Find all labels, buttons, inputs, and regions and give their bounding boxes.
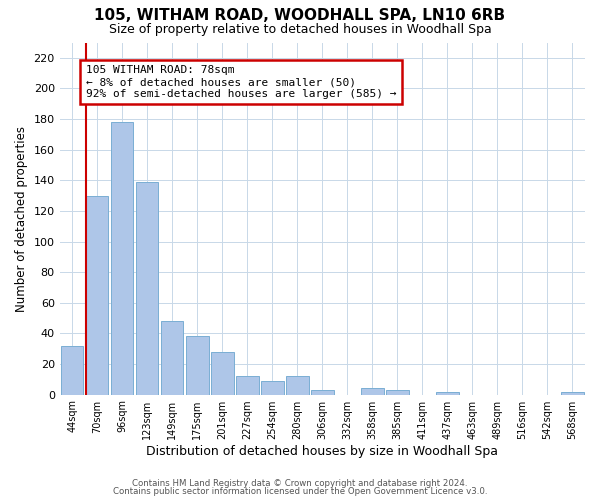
Bar	[311, 390, 334, 394]
Text: 105, WITHAM ROAD, WOODHALL SPA, LN10 6RB: 105, WITHAM ROAD, WOODHALL SPA, LN10 6RB	[94, 8, 506, 22]
Bar	[161, 321, 184, 394]
Bar	[186, 336, 209, 394]
X-axis label: Distribution of detached houses by size in Woodhall Spa: Distribution of detached houses by size …	[146, 444, 499, 458]
Bar	[86, 196, 109, 394]
Bar	[561, 392, 584, 394]
Bar	[111, 122, 133, 394]
Bar	[261, 381, 284, 394]
Text: Contains HM Land Registry data © Crown copyright and database right 2024.: Contains HM Land Registry data © Crown c…	[132, 478, 468, 488]
Bar	[436, 392, 458, 394]
Bar	[211, 352, 233, 395]
Text: Size of property relative to detached houses in Woodhall Spa: Size of property relative to detached ho…	[109, 22, 491, 36]
Bar	[286, 376, 308, 394]
Bar	[386, 390, 409, 394]
Bar	[236, 376, 259, 394]
Bar	[136, 182, 158, 394]
Bar	[361, 388, 383, 394]
Bar	[61, 346, 83, 395]
Text: 105 WITHAM ROAD: 78sqm
← 8% of detached houses are smaller (50)
92% of semi-deta: 105 WITHAM ROAD: 78sqm ← 8% of detached …	[86, 66, 397, 98]
Y-axis label: Number of detached properties: Number of detached properties	[15, 126, 28, 312]
Text: Contains public sector information licensed under the Open Government Licence v3: Contains public sector information licen…	[113, 487, 487, 496]
